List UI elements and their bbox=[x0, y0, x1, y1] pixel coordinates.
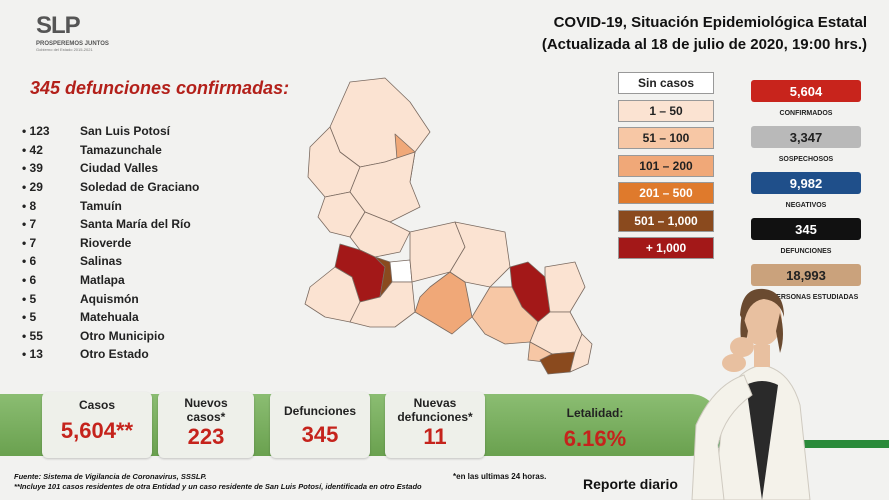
municipality-count: 6 bbox=[22, 254, 80, 268]
municipality-name: Rioverde bbox=[80, 235, 132, 250]
municipality-name: Otro Municipio bbox=[80, 328, 165, 343]
card-nuevos-label: Nuevos casos* bbox=[184, 396, 228, 424]
municipality-count: 42 bbox=[22, 143, 80, 157]
legend-item: 51 – 100 bbox=[618, 127, 714, 149]
municipality-count: 123 bbox=[22, 124, 80, 138]
legend-item: + 1,000 bbox=[618, 237, 714, 259]
sign-language-interpreter bbox=[691, 288, 811, 500]
legend-item: 201 – 500 bbox=[618, 182, 714, 204]
municipality-name: Matlapa bbox=[80, 273, 125, 288]
municipality-count: 7 bbox=[22, 217, 80, 231]
legend-item: 1 – 50 bbox=[618, 99, 714, 122]
report-title: COVID-19, Situación Epidemiológica Estat… bbox=[542, 12, 867, 56]
logo-subtitle: Gobierno del Estado 2015-2021 bbox=[36, 47, 93, 52]
title-line-2: (Actualizada al 18 de julio de 2020, 19:… bbox=[541, 36, 867, 53]
card-nuevos-value: 223 bbox=[187, 424, 225, 449]
card-nuevas-defunciones: Nuevas defunciones* 11 bbox=[385, 392, 485, 458]
logo-tagline: PROSPEREMOS JUNTOS bbox=[36, 41, 109, 47]
footnote-source: Fuente: Sistema de Vigilancia de Coronav… bbox=[14, 472, 207, 481]
municipality-count: 55 bbox=[22, 329, 80, 343]
stat-label: NEGATIVOS bbox=[785, 202, 827, 209]
stat-value: 9,982 bbox=[751, 172, 861, 194]
letalidad-label: Letalidad: bbox=[566, 406, 624, 420]
municipality-count: 5 bbox=[22, 310, 80, 324]
card-nuevos-casos: Nuevos casos* 223 bbox=[158, 392, 254, 458]
card-nuevas-def-label: Nuevas defunciones* bbox=[397, 396, 473, 424]
footnote-includes: **Incluye 101 casos residentes de otra E… bbox=[14, 482, 422, 491]
note-24h: *en las ultimas 24 horas. bbox=[453, 472, 547, 481]
map-region-far-east bbox=[569, 333, 593, 373]
municipality-name: San Luis Potosí bbox=[80, 124, 171, 139]
stat-value: 3,347 bbox=[751, 126, 861, 148]
card-defunciones-value: 345 bbox=[301, 422, 339, 447]
card-defunciones: Defunciones 345 bbox=[270, 392, 370, 458]
municipality-count: 29 bbox=[22, 180, 80, 194]
municipality-name: Tamuín bbox=[80, 198, 122, 213]
municipality-count: 6 bbox=[22, 273, 80, 287]
stat-value: 345 bbox=[751, 218, 861, 240]
municipality-count: 39 bbox=[22, 161, 80, 175]
municipality-name: Soledad de Graciano bbox=[80, 180, 200, 195]
reporte-diario: Reporte diario bbox=[583, 476, 678, 492]
letalidad-value: 6.16% bbox=[563, 426, 627, 451]
municipality-name: Matehuala bbox=[80, 310, 139, 325]
stat-value: 5,604 bbox=[751, 80, 861, 102]
state-map bbox=[304, 77, 593, 375]
stat-label: SOSPECHOSOS bbox=[778, 156, 834, 163]
stat-label: L DE PERSONAS ESTUDIADAS bbox=[753, 294, 859, 301]
card-defunciones-label: Defunciones bbox=[283, 404, 356, 418]
map-region-no-cases bbox=[389, 259, 413, 283]
municipality-name: Salinas bbox=[80, 254, 123, 269]
stat-label: DEFUNCIONES bbox=[780, 248, 832, 255]
municipality-count: 5 bbox=[22, 292, 80, 306]
municipality-name: Ciudad Valles bbox=[80, 161, 159, 176]
footnotes: Fuente: Sistema de Vigilancia de Coronav… bbox=[14, 472, 422, 492]
letalidad: Letalidad: 6.16% bbox=[530, 400, 660, 452]
map-region-tamuin bbox=[544, 261, 586, 313]
stat-value: 18,993 bbox=[751, 264, 861, 286]
map-region-east-central bbox=[449, 221, 511, 288]
stats-panel: 5,604 CONFIRMADOS 3,347 SOSPECHOSOS 9,982 NEG… bbox=[751, 80, 861, 310]
title-line-1: COVID-19, Situación Epidemiológica Estat… bbox=[553, 14, 867, 31]
municipality-count: 13 bbox=[22, 347, 80, 361]
municipality-count: 8 bbox=[22, 199, 80, 213]
map-legend: Sin casos 1 – 50 51 – 100 101 – 200 201 – 50… bbox=[618, 72, 714, 265]
municipality-count: 7 bbox=[22, 236, 80, 250]
municipality-name: Otro Estado bbox=[80, 347, 149, 362]
legend-item: 101 – 200 bbox=[618, 154, 714, 177]
card-casos-label: Casos bbox=[78, 398, 116, 412]
legend-item: Sin casos bbox=[618, 72, 714, 94]
deaths-heading: 345 defunciones confirmadas: bbox=[30, 78, 290, 98]
municipality-name: Tamazunchale bbox=[80, 142, 162, 157]
stat-label: CONFIRMADOS bbox=[779, 110, 833, 117]
logo-text: SLP bbox=[36, 12, 81, 39]
municipality-name: Santa María del Río bbox=[80, 217, 191, 232]
card-nuevas-def-value: 11 bbox=[423, 424, 447, 449]
card-casos-value: 5,604** bbox=[60, 418, 134, 443]
municipality-name: Aquismón bbox=[80, 291, 139, 306]
legend-item: 501 – 1,000 bbox=[618, 209, 714, 232]
card-casos: Casos 5,604** bbox=[42, 392, 152, 458]
slp-logo: SLP PROSPEREMOS JUNTOS Gobierno del Esta… bbox=[36, 12, 126, 60]
